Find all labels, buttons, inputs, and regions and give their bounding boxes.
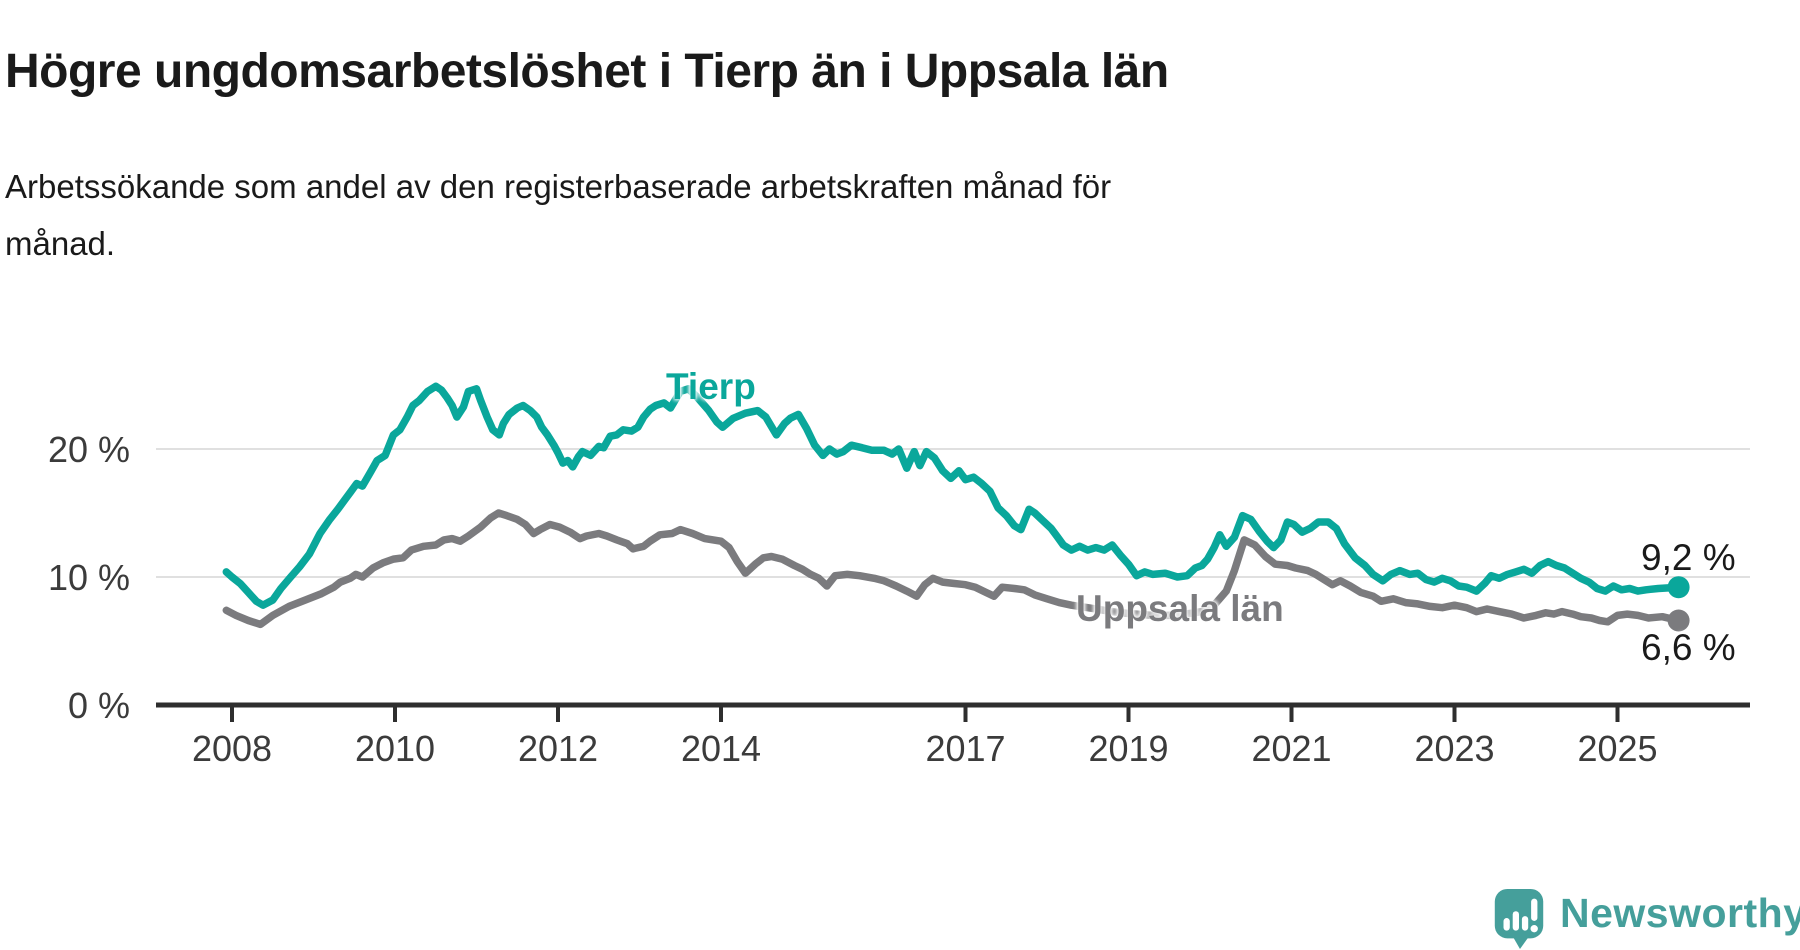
svg-text:2017: 2017 bbox=[925, 728, 1005, 769]
svg-text:2014: 2014 bbox=[681, 728, 761, 769]
svg-text:0 %: 0 % bbox=[68, 685, 130, 726]
end-value-label-uppsala: 6,6 % bbox=[1641, 627, 1736, 668]
svg-text:2008: 2008 bbox=[192, 728, 272, 769]
brand-text: Newsworthy bbox=[1560, 890, 1800, 936]
svg-text:2025: 2025 bbox=[1577, 728, 1657, 769]
svg-text:10 %: 10 % bbox=[48, 557, 130, 598]
svg-text:2010: 2010 bbox=[355, 728, 435, 769]
svg-text:2021: 2021 bbox=[1251, 728, 1331, 769]
brand-logo: Newsworthy bbox=[1492, 888, 1800, 950]
chart-title: Högre ungdomsarbetslöshet i Tierp än i U… bbox=[5, 45, 1169, 99]
svg-text:2012: 2012 bbox=[518, 728, 598, 769]
svg-text:20 %: 20 % bbox=[48, 429, 130, 470]
svg-text:2019: 2019 bbox=[1088, 728, 1168, 769]
series-label-tierp: Tierp bbox=[666, 366, 756, 407]
svg-text:2023: 2023 bbox=[1414, 728, 1494, 769]
chart-subtitle: Arbetssökande som andel av den registerb… bbox=[5, 168, 1112, 262]
end-value-label-tierp: 9,2 % bbox=[1641, 537, 1736, 578]
series-label-uppsala: Uppsala län bbox=[1076, 588, 1284, 629]
newsworthy-speech-bubble-chart-icon bbox=[1494, 888, 1544, 950]
